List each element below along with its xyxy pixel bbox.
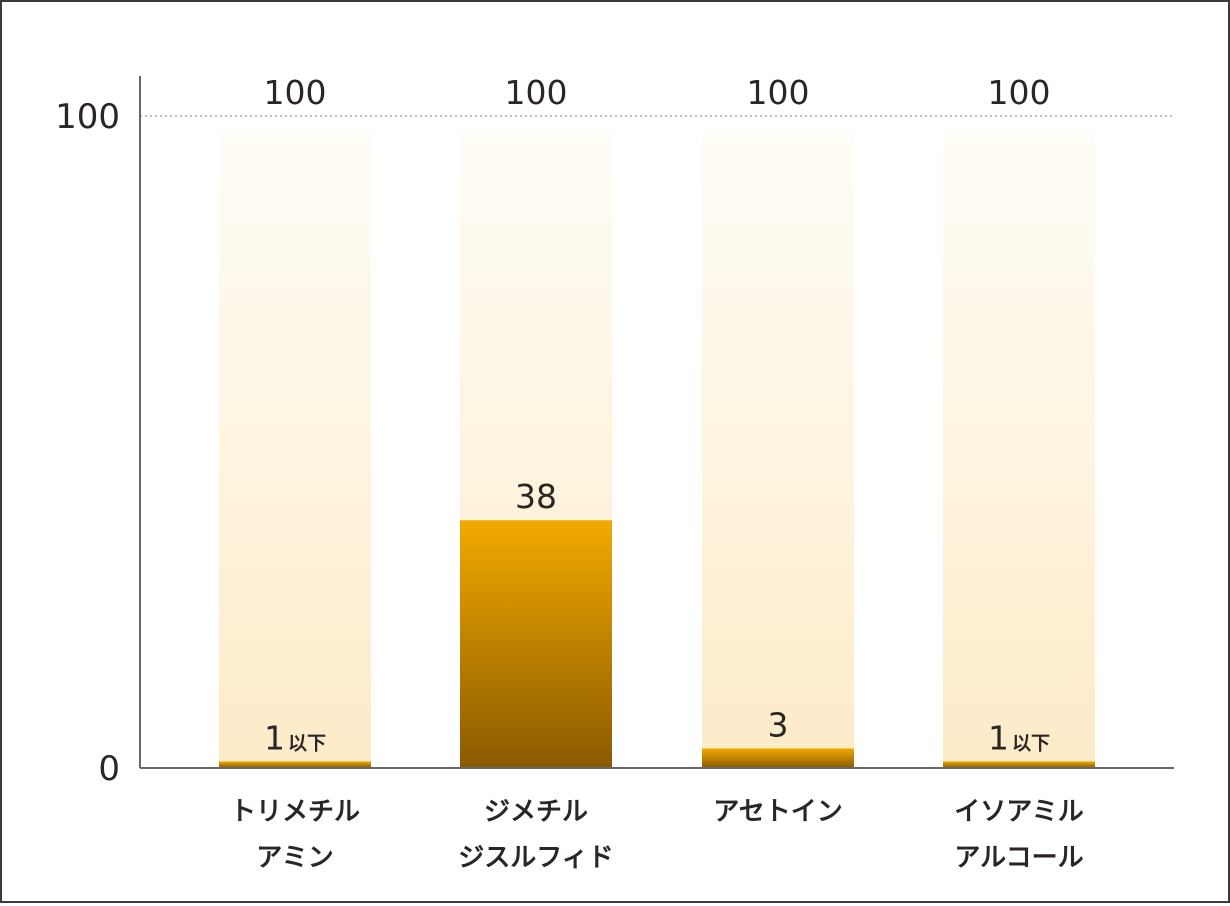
value-unit: 以下 bbox=[288, 732, 326, 754]
y-tick-label: 100 bbox=[55, 97, 120, 137]
reference-value-label: 100 bbox=[988, 73, 1051, 112]
value-number: 38 bbox=[515, 477, 557, 516]
reference-bar bbox=[702, 130, 854, 768]
category-label: アルコール bbox=[954, 843, 1083, 873]
value-bar bbox=[460, 520, 612, 768]
value-label: 3 bbox=[768, 705, 789, 744]
value-bar bbox=[943, 761, 1095, 768]
category-label: トリメチル bbox=[230, 797, 360, 827]
value-unit: 以下 bbox=[1012, 732, 1050, 754]
reference-value-label: 100 bbox=[264, 73, 327, 112]
value-label: 1 以下 bbox=[988, 718, 1050, 757]
value-label: 38 bbox=[515, 477, 557, 516]
value-bar bbox=[219, 761, 371, 768]
reference-value-label: 100 bbox=[747, 73, 810, 112]
value-bar bbox=[702, 748, 854, 768]
reference-value-label: 100 bbox=[505, 73, 568, 112]
category-label: ジメチル bbox=[484, 797, 588, 827]
y-tick-label: 0 bbox=[98, 749, 120, 789]
category-label: アセトイン bbox=[713, 797, 842, 827]
reference-bar bbox=[943, 130, 1095, 768]
value-number: 1 bbox=[264, 718, 285, 757]
category-label: ジスルフィド bbox=[458, 843, 613, 873]
reference-bar bbox=[219, 130, 371, 768]
value-number: 1 bbox=[988, 718, 1009, 757]
category-label: アミン bbox=[256, 843, 333, 873]
category-label: イソアミル bbox=[954, 797, 1083, 827]
value-label: 1 以下 bbox=[264, 718, 326, 757]
value-number: 3 bbox=[768, 705, 789, 744]
